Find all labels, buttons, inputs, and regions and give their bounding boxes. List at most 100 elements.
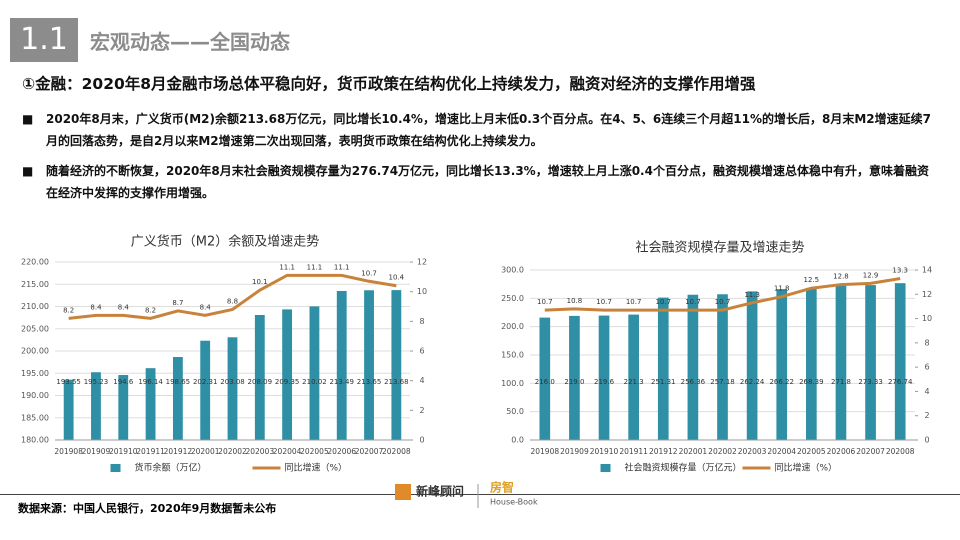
chart-title: 社会融资规模存量及增速走势 [635, 240, 804, 256]
y-tick-label: 215.00 [21, 280, 49, 289]
data-label: 10.7 [715, 298, 731, 306]
y2-tick-label: 12 [922, 290, 932, 299]
data-label: 219.0 [564, 378, 584, 386]
x-tick-label: 201908 [54, 447, 83, 456]
x-tick-label: 202006 [827, 447, 856, 456]
bar [539, 317, 551, 440]
bar [894, 283, 906, 440]
y2-tick-label: 10 [417, 287, 427, 296]
section-title: 宏观动态——全国动态 [90, 30, 290, 54]
data-label: 202.31 [193, 378, 218, 386]
data-label: 8.4 [118, 303, 130, 311]
footer: 数据来源：中国人民银行，2020年9月数据暂未公布 [18, 502, 277, 515]
y-tick-label: 205.00 [21, 324, 49, 333]
bar [598, 315, 610, 440]
data-label: 193.55 [56, 378, 81, 386]
data-label: 10.7 [361, 269, 377, 277]
y-tick-label: 195.00 [21, 369, 49, 378]
data-label: 251.31 [651, 378, 676, 386]
data-label: 8.4 [90, 303, 102, 311]
data-label: 216.0 [535, 378, 555, 386]
y-tick-label: 300.0 [501, 266, 524, 275]
y-tick-label: 180.00 [21, 436, 49, 445]
y2-tick-label: 8 [419, 317, 424, 326]
y2-tick-label: 6 [924, 363, 929, 372]
y2-tick-label: 8 [924, 338, 929, 347]
data-label: 213.65 [357, 378, 382, 386]
bar [63, 379, 74, 440]
bar [172, 357, 183, 440]
y2-tick-label: 2 [924, 411, 929, 420]
x-tick-label: 201912 [164, 447, 193, 456]
bar [309, 306, 320, 440]
x-tick-label: 201911 [619, 447, 648, 456]
x-tick-label: 202008 [382, 447, 411, 456]
data-label: 256.36 [681, 378, 706, 386]
data-label: 271.8 [831, 378, 851, 386]
bar [336, 290, 347, 440]
data-label: 8.8 [227, 297, 238, 305]
data-label: 10.7 [626, 298, 642, 306]
bar [91, 372, 101, 440]
y-tick-label: 0.0 [511, 436, 524, 445]
legend-label: 同比增速（%） [775, 462, 838, 474]
bullet-text: 随着经济的不断恢复，2020年8月末社会融资规模存量为276.74万亿元，同比增… [46, 164, 929, 200]
legend-swatch [110, 464, 121, 472]
bar [118, 375, 129, 440]
x-tick-label: 202005 [300, 447, 329, 456]
data-label: 276.74 [888, 378, 913, 386]
y-tick-label: 150.0 [501, 351, 524, 360]
y-tick-label: 100.0 [501, 379, 524, 388]
bar [657, 297, 669, 440]
x-tick-label: 202001 [679, 447, 708, 456]
data-label: 208.09 [248, 378, 273, 386]
y2-tick-label: 6 [419, 347, 424, 356]
data-label: 262.24 [740, 378, 765, 386]
legend-swatch [600, 464, 611, 472]
data-label: 11.1 [334, 263, 350, 271]
data-label: 11.1 [279, 263, 295, 271]
x-tick-label: 201910 [109, 447, 138, 456]
x-tick-label: 201909 [560, 447, 589, 456]
bar [806, 287, 817, 440]
x-tick-label: 201910 [590, 447, 619, 456]
data-label: 8.4 [200, 303, 212, 311]
data-label: 12.5 [804, 276, 820, 284]
y2-tick-label: 14 [922, 266, 932, 275]
y-tick-label: 190.00 [21, 391, 49, 400]
data-label: 12.8 [833, 273, 849, 281]
y2-tick-label: 4 [419, 376, 424, 385]
bullet-text: 2020年8月末，广义货币(M2)余额213.68万亿元，同比增长10.4%，增… [46, 112, 931, 148]
legend-label: 同比增速（%） [285, 462, 348, 474]
logo-text: 新峰顾问 [416, 484, 464, 499]
x-tick-label: 202008 [886, 447, 915, 456]
bar [835, 285, 847, 440]
x-tick-label: 202005 [797, 447, 826, 456]
bar [282, 309, 293, 440]
chart-title: 广义货币（M2）余额及增速走势 [131, 234, 320, 250]
data-label: 11.8 [774, 285, 790, 293]
x-tick-label: 202006 [327, 447, 356, 456]
data-label: 213.68 [384, 378, 409, 386]
x-tick-label: 202001 [191, 447, 220, 456]
data-label: 10.7 [596, 298, 612, 306]
bar [717, 294, 728, 440]
data-label: 219.6 [594, 378, 615, 386]
y2-tick-label: 12 [417, 258, 427, 267]
data-label: 196.14 [138, 378, 163, 386]
bar [200, 340, 211, 440]
data-label: 8.7 [172, 299, 183, 307]
y-tick-label: 200.00 [21, 347, 49, 356]
x-tick-label: 201911 [136, 447, 165, 456]
bar [776, 289, 788, 440]
data-label: 11.3 [744, 291, 760, 299]
bar [391, 290, 402, 440]
data-label: 8.2 [145, 306, 156, 314]
divider [0, 494, 960, 495]
logo-icon [395, 484, 411, 500]
x-tick-label: 201912 [649, 447, 678, 456]
bar [865, 285, 876, 440]
x-tick-label: 202004 [767, 447, 796, 456]
data-label: 10.4 [389, 274, 405, 282]
